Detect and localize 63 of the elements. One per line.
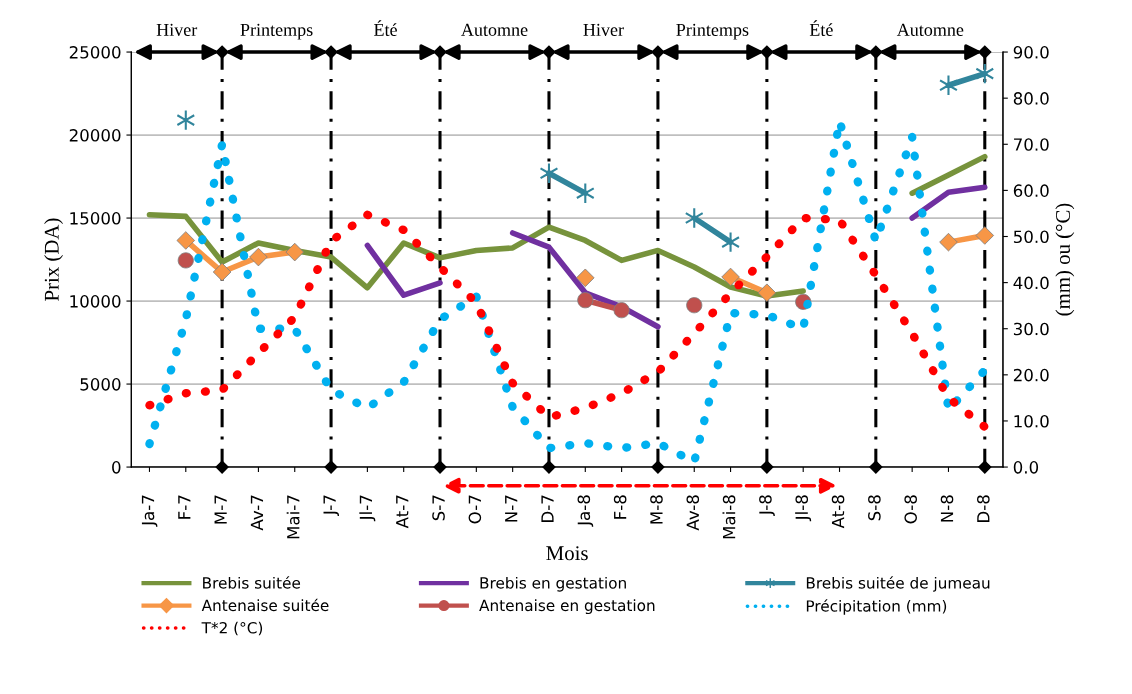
x-tick-label: Av-7 xyxy=(250,495,264,531)
x-tick-label: Av-8 xyxy=(686,495,700,531)
point xyxy=(721,231,741,253)
y-tick-label: 10000 xyxy=(70,295,121,308)
point xyxy=(939,232,958,252)
point xyxy=(975,226,995,245)
y2-tick-label: 90.0 xyxy=(1013,46,1049,59)
y-tick-label: 0 xyxy=(112,461,121,474)
x-tick-label: Jl-7 xyxy=(359,495,376,522)
x-tick-label: Mai-7 xyxy=(286,495,300,539)
text: Printemps xyxy=(240,23,313,40)
x-tick-label: Mai-8 xyxy=(722,495,736,539)
text: Été xyxy=(374,20,397,36)
y2-tick-label: 70.0 xyxy=(1014,138,1049,151)
y2-tick-label: 50.0 xyxy=(1013,230,1049,244)
text: Automne xyxy=(461,23,528,36)
x-tick-label: M-8 xyxy=(650,495,663,524)
x-tick-label: S-8 xyxy=(868,495,881,521)
legend-label: Brebis en gestation xyxy=(480,576,626,592)
legend-label: Antenaise suitée xyxy=(201,598,329,612)
text: Automne xyxy=(896,23,964,36)
text: Hiver xyxy=(583,23,624,36)
text: Été xyxy=(809,20,833,36)
y2-tick-label: 0.0 xyxy=(1013,461,1039,474)
y2-axis-title: (mm) ou (°C) xyxy=(1055,203,1075,316)
x-tick-label: Jl-8 xyxy=(795,495,812,522)
x-tick-label: O-8 xyxy=(904,495,917,524)
y-tick-label: 15000 xyxy=(70,212,121,225)
point xyxy=(176,109,196,131)
text: Printemps xyxy=(676,23,749,40)
y-tick-label: 25000 xyxy=(69,46,121,59)
legend-label: Antenaise en gestation xyxy=(479,599,655,615)
y2-tick-label: 60.0 xyxy=(1013,184,1049,197)
legend-label: Brebis suitée de jumeau xyxy=(806,576,990,592)
y2-tick-label: 40.0 xyxy=(1013,276,1049,290)
x-tick-label: F-7 xyxy=(178,495,191,519)
x-tick-label: O-7 xyxy=(468,495,482,524)
x-tick-label: J-7 xyxy=(323,495,339,516)
x-tick-label: M-7 xyxy=(214,495,227,524)
y-axis-title: Prix (DA) xyxy=(44,218,64,301)
text: Hiver xyxy=(156,23,198,36)
x-axis-title: Mois xyxy=(546,546,588,561)
y-tick-label: 20000 xyxy=(69,129,121,142)
y2-tick-label: 20.0 xyxy=(1013,368,1049,382)
legend-label: Brebis suitée xyxy=(203,576,301,589)
x-tick-label: N-7 xyxy=(505,495,518,522)
y2-tick-label: 30.0 xyxy=(1013,322,1049,336)
legend-label: Précipitation (mm) xyxy=(806,599,947,615)
x-tick-label: At-8 xyxy=(831,495,845,529)
legend-label: T*2 (°C) xyxy=(201,621,263,636)
x-tick-label: F-8 xyxy=(613,495,627,519)
x-tick-label: At-7 xyxy=(396,495,409,529)
y-tick-label: 5000 xyxy=(80,378,121,391)
y2-tick-label: 10.0 xyxy=(1014,414,1049,428)
x-tick-label: D-8 xyxy=(977,495,990,522)
x-tick-label: D-7 xyxy=(541,495,554,522)
y2-tick-label: 80.0 xyxy=(1013,92,1049,105)
x-tick-label: S-7 xyxy=(432,495,445,521)
point xyxy=(939,74,958,97)
x-tick-label: Ja-7 xyxy=(141,495,158,527)
x-tick-label: Ja-8 xyxy=(577,495,594,527)
x-tick-label: J-8 xyxy=(759,495,775,516)
x-tick-label: N-8 xyxy=(940,495,954,522)
